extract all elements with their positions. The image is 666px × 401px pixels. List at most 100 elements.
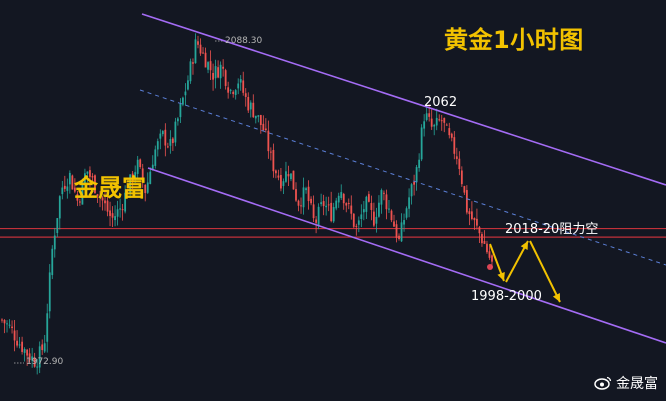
candle-body xyxy=(129,174,132,194)
candle-body xyxy=(307,186,310,202)
candle-body xyxy=(415,167,418,183)
candle-body xyxy=(465,190,468,213)
candle-body xyxy=(295,189,297,201)
candle-body xyxy=(94,175,96,194)
candle-body xyxy=(352,213,355,227)
candle-body xyxy=(202,52,204,54)
candle-body xyxy=(393,221,395,227)
candle-body xyxy=(78,201,81,203)
candle-body xyxy=(488,251,491,258)
candle-body xyxy=(398,235,400,239)
candle-body xyxy=(450,133,453,138)
candle-body xyxy=(435,117,438,126)
candle-body xyxy=(212,72,214,80)
candle-body xyxy=(38,346,41,368)
candle-body xyxy=(21,341,24,352)
candle-body xyxy=(375,216,378,224)
candle-body xyxy=(48,272,51,312)
candle-body xyxy=(302,187,305,208)
candle-body xyxy=(154,149,157,166)
candle-body xyxy=(13,330,16,341)
candle-body xyxy=(219,64,222,79)
candlesticks xyxy=(1,33,493,375)
candle-body xyxy=(390,210,393,221)
candle-body xyxy=(141,168,144,183)
candle-body xyxy=(144,184,147,194)
candle-body xyxy=(71,175,74,190)
candle-body xyxy=(254,115,257,119)
candle-body xyxy=(357,220,360,225)
candle-body xyxy=(395,224,398,238)
candle-body xyxy=(337,195,340,203)
candle-body xyxy=(345,203,348,206)
candle-body xyxy=(403,220,405,225)
candle-body xyxy=(428,113,431,117)
candle-body xyxy=(400,222,403,242)
candle-body xyxy=(61,187,64,195)
candle-body xyxy=(124,192,127,212)
candle-body xyxy=(383,192,385,194)
candle-body xyxy=(418,159,421,168)
candle-body xyxy=(26,349,29,356)
candle-body xyxy=(292,170,295,190)
candle-body xyxy=(189,61,192,82)
candle-body xyxy=(131,173,134,181)
candle-body xyxy=(252,102,255,118)
candle-body xyxy=(53,235,56,250)
channel-midline xyxy=(139,89,666,266)
candle-body xyxy=(340,192,343,199)
candle-body xyxy=(232,91,235,95)
candle-body xyxy=(151,164,154,171)
candle-body xyxy=(56,218,59,234)
candle-body xyxy=(156,141,159,150)
candle-body xyxy=(433,124,436,127)
candle-body xyxy=(224,70,227,86)
candle-body xyxy=(312,204,315,219)
candle-body xyxy=(187,80,189,90)
candle-body xyxy=(229,89,232,91)
weibo-icon xyxy=(594,376,612,390)
candle-body xyxy=(327,204,330,206)
candle-body xyxy=(106,200,109,212)
candle-body xyxy=(166,146,169,148)
candle-body xyxy=(274,170,277,174)
candle-body xyxy=(182,97,184,105)
candle-body xyxy=(370,203,373,210)
candle-body xyxy=(249,102,252,110)
candle-body xyxy=(287,174,290,177)
candle-body xyxy=(420,127,423,160)
candle-body xyxy=(350,205,353,214)
candle-body xyxy=(320,202,323,205)
candle-body xyxy=(458,158,461,170)
candle-body xyxy=(149,171,152,184)
candle-body xyxy=(388,208,390,210)
candle-body xyxy=(63,185,66,189)
candle-body xyxy=(1,319,3,321)
candle-body xyxy=(43,343,46,352)
candle-body xyxy=(139,159,142,168)
candle-body xyxy=(18,344,21,346)
candle-body xyxy=(109,210,111,216)
candle-body xyxy=(365,196,368,212)
candle-body xyxy=(159,133,162,139)
candle-body xyxy=(197,41,199,45)
candle-body xyxy=(342,193,345,204)
candle-body xyxy=(423,121,426,129)
candle-body xyxy=(81,180,84,205)
price-channel xyxy=(139,13,666,344)
candle-body xyxy=(405,208,408,218)
candle-body xyxy=(28,353,31,361)
channel-lower-line xyxy=(147,167,666,344)
candle-body xyxy=(239,79,242,83)
current-price-dot xyxy=(487,264,493,270)
candle-body xyxy=(305,188,307,191)
candle-body xyxy=(73,187,76,192)
resistance-zone xyxy=(0,227,666,238)
candle-body xyxy=(146,182,149,193)
candle-body xyxy=(267,130,270,152)
candle-body xyxy=(3,319,6,324)
candle-body xyxy=(36,366,39,368)
candle-body xyxy=(91,176,94,178)
candle-body xyxy=(244,93,247,97)
